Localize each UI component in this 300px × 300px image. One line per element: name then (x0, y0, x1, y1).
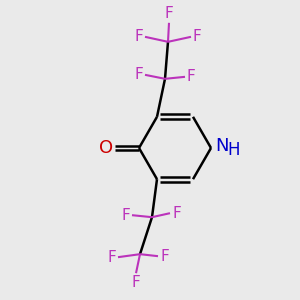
Text: N: N (215, 137, 229, 155)
Text: F: F (193, 29, 202, 44)
Text: F: F (134, 29, 143, 44)
Text: F: F (107, 250, 116, 265)
Text: F: F (121, 208, 130, 223)
Text: H: H (227, 141, 239, 159)
Text: F: F (165, 6, 173, 21)
Text: F: F (132, 275, 140, 290)
Text: F: F (172, 206, 181, 221)
Text: F: F (160, 249, 169, 264)
Text: F: F (134, 67, 143, 82)
Text: O: O (99, 139, 113, 157)
Text: F: F (187, 69, 196, 84)
